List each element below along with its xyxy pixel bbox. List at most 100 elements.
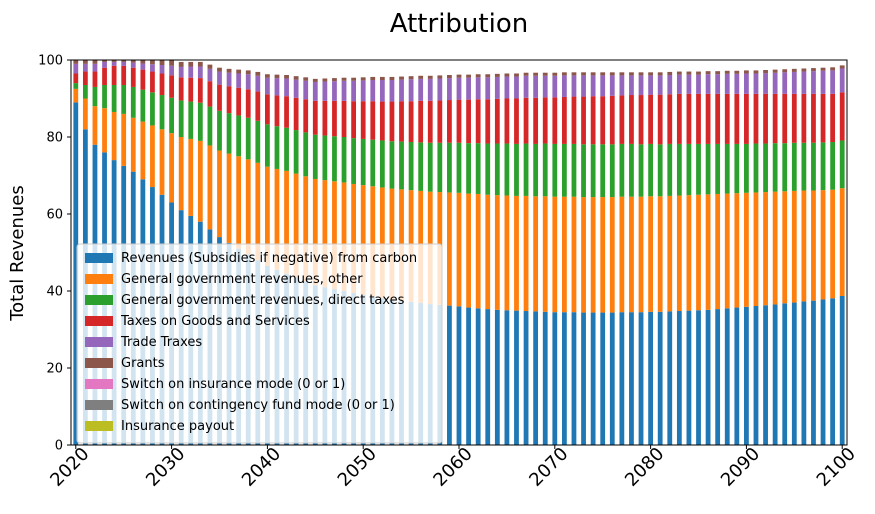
bar-segment: [763, 305, 768, 445]
bar-segment: [609, 95, 615, 145]
bar-segment: [811, 93, 816, 143]
bar-segment: [552, 143, 558, 197]
bar-segment: [130, 117, 136, 172]
bar-segment: [782, 69, 788, 73]
bar-segment: [782, 303, 788, 445]
bar-segment: [293, 130, 299, 174]
bar-segment: [494, 76, 500, 99]
bar-segment: [111, 60, 117, 62]
bar-segment: [715, 143, 721, 194]
bar-segment: [523, 97, 529, 144]
bar-segment: [293, 173, 299, 278]
chart-title: Attribution: [390, 9, 528, 39]
bar-segment: [724, 308, 730, 445]
bar-segment: [523, 72, 529, 76]
bar-segment: [561, 75, 567, 97]
bar-segment: [169, 60, 174, 66]
bar-segment: [226, 153, 232, 243]
y-axis-label: Total Revenues: [7, 185, 28, 322]
bar-segment: [130, 60, 136, 63]
bar-segment: [638, 312, 644, 445]
legend-swatch: [85, 295, 113, 305]
bar-segment: [705, 71, 711, 75]
bar-segment: [178, 137, 184, 211]
bar-segment: [121, 60, 127, 62]
bar-segment: [820, 190, 826, 300]
bar-segment: [140, 89, 146, 122]
legend-swatch: [85, 358, 113, 368]
bar-segment: [485, 309, 491, 445]
bar-segment: [724, 143, 730, 194]
bar-segment: [715, 71, 721, 75]
bar-segment: [102, 67, 107, 86]
bar-segment: [523, 195, 529, 312]
bar-segment: [130, 67, 136, 87]
bar-segment: [226, 86, 232, 114]
legend-swatch: [85, 421, 113, 431]
bar-segment: [255, 91, 261, 121]
bar-segment: [466, 193, 471, 308]
bar-segment: [303, 99, 309, 133]
bar-segment: [619, 75, 625, 96]
legend-label: Revenues (Subsidies if negative) from ca…: [121, 251, 417, 266]
bar-segment: [121, 113, 127, 166]
bar-segment: [715, 193, 721, 310]
bar-segment: [178, 66, 184, 78]
bar-segment: [619, 72, 625, 76]
bar-segment: [839, 92, 845, 141]
bar-segment: [494, 143, 500, 196]
bar-segment: [485, 194, 491, 310]
bar-segment: [360, 101, 366, 139]
bar-segment: [744, 306, 749, 445]
bar-segment: [830, 142, 836, 190]
bar-segment: [427, 78, 433, 101]
bar-segment: [447, 192, 452, 306]
bar-segment: [561, 196, 567, 313]
bar-segment: [370, 76, 376, 81]
bar-segment: [830, 70, 836, 94]
bar-segment: [514, 98, 519, 144]
bar-segment: [274, 74, 280, 79]
bar-segment: [696, 74, 701, 94]
bar-segment: [638, 95, 644, 145]
bar-segment: [705, 143, 711, 195]
bar-segment: [188, 101, 194, 139]
bar-segment: [389, 76, 395, 81]
bar-segment: [801, 301, 807, 445]
bar-segment: [150, 92, 155, 126]
bar-segment: [466, 143, 471, 194]
bar-segment: [657, 196, 663, 312]
bar-segment: [217, 67, 222, 72]
bar-segment: [696, 71, 701, 75]
bar-segment: [73, 73, 79, 84]
bar-segment: [744, 93, 749, 144]
bar-segment: [121, 65, 127, 86]
bar-segment: [571, 143, 577, 197]
bar-segment: [801, 71, 807, 94]
bar-segment: [561, 96, 567, 144]
legend-swatch: [85, 316, 113, 326]
bar-segment: [542, 311, 548, 445]
x-tick-label: 2030: [142, 443, 189, 490]
bar-segment: [475, 99, 481, 144]
x-tick-label: 2080: [621, 443, 668, 490]
bar-segment: [609, 197, 615, 313]
legend-label: Trade Traxes: [120, 335, 202, 350]
bar-segment: [207, 64, 213, 69]
bar-segment: [159, 60, 165, 65]
bar-segment: [820, 70, 826, 94]
bar-segment: [638, 144, 644, 197]
bar-segment: [619, 312, 625, 445]
bar-segment: [456, 142, 462, 193]
bar-segment: [284, 170, 289, 274]
bar-segment: [408, 79, 414, 102]
bar-segment: [140, 63, 146, 70]
bar-segment: [447, 100, 452, 143]
bar-segment: [820, 299, 826, 445]
bar-segment: [514, 310, 519, 445]
bar-segment: [552, 72, 558, 76]
bar-segment: [753, 192, 759, 307]
bar-segment: [351, 183, 357, 293]
bar-segment: [552, 196, 558, 313]
bar-segment: [772, 72, 778, 94]
